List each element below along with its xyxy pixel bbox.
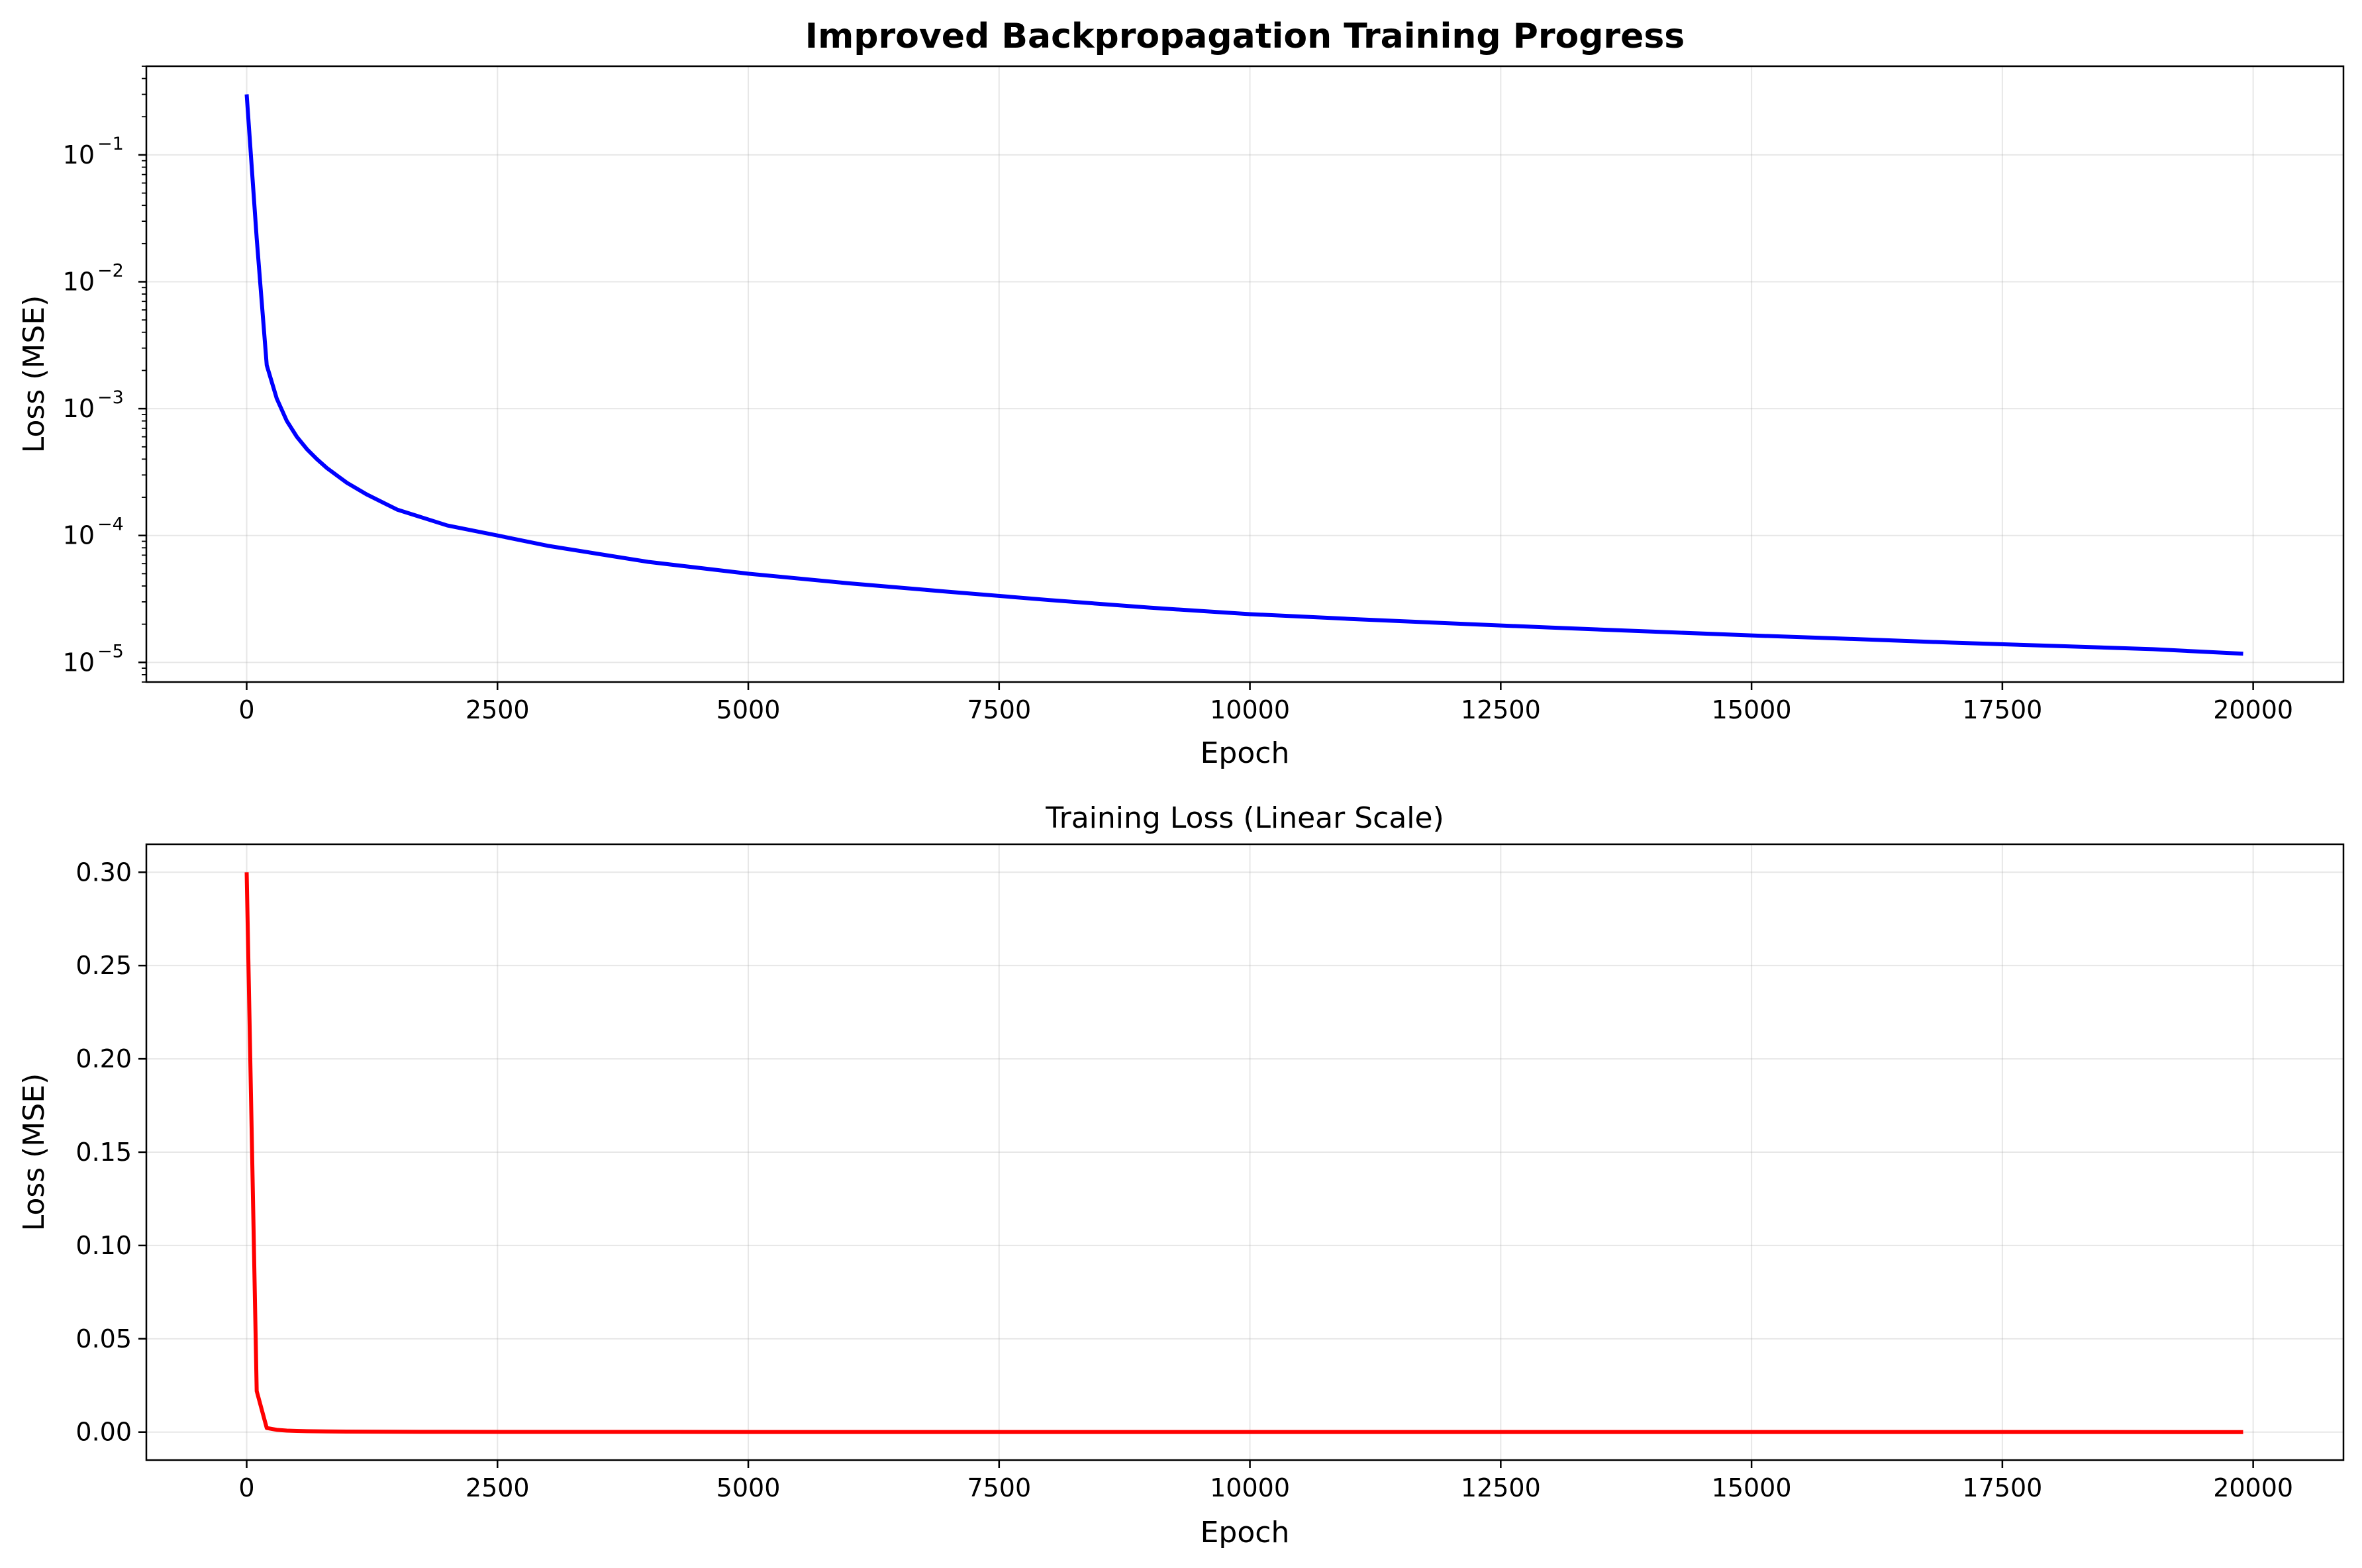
y-tick-label: 0.25 <box>75 951 132 980</box>
y-axis-ticks: 0.00 0.05 0.10 0.15 0.20 0.25 0.30 <box>75 858 146 1447</box>
y-axis-ticks: 10−510−410−310−210−1 <box>63 134 146 677</box>
y-tick-label: 0.00 <box>75 1418 132 1447</box>
y-tick-label: 0.10 <box>75 1231 132 1260</box>
x-tick-label: 0 <box>238 695 254 724</box>
log-loss-chart: 0 2500 5000 7500 10000 12500 15000 17500 20000 1… <box>17 17 2345 770</box>
y-tick-label: 0.15 <box>75 1138 132 1167</box>
y-axis-label: Loss (MSE) <box>17 295 51 454</box>
y-tick-base: 10 <box>63 521 95 550</box>
y-tick-base: 10 <box>63 268 95 297</box>
chart-title: Improved Backpropagation Training Progre… <box>805 17 1685 56</box>
series-group <box>244 94 2243 656</box>
y-tick-exponent: −1 <box>97 134 124 154</box>
x-tick-label: 20000 <box>2213 1473 2293 1502</box>
x-tick-label: 0 <box>238 1473 254 1502</box>
grid-lines <box>146 66 2343 682</box>
y-tick-label: 10 <box>63 648 95 677</box>
x-tick-label: 12500 <box>1461 695 1541 724</box>
x-tick-label: 12500 <box>1461 1473 1541 1502</box>
y-tick-label: 0.20 <box>75 1044 132 1073</box>
x-tick-label: 10000 <box>1210 695 1290 724</box>
x-tick-label: 17500 <box>1962 695 2042 724</box>
y-tick-label: 10 <box>63 521 95 550</box>
x-tick-label: 15000 <box>1712 695 1792 724</box>
y-tick-exponent: −2 <box>97 261 124 281</box>
x-axis-label: Epoch <box>1201 1516 1290 1549</box>
y-tick-exponent: −4 <box>97 514 124 535</box>
chart-title: Training Loss (Linear Scale) <box>1045 801 1444 835</box>
grid-lines <box>146 844 2343 1460</box>
x-tick-label: 5000 <box>716 1473 781 1502</box>
x-tick-label: 7500 <box>967 1473 1031 1502</box>
y-tick-label: 10 <box>63 268 95 297</box>
y-tick-base: 10 <box>63 394 95 423</box>
x-tick-label: 17500 <box>1962 1473 2042 1502</box>
y-tick-exponent: −3 <box>97 387 124 408</box>
x-tick-label: 5000 <box>716 695 781 724</box>
series-group <box>244 872 2243 1434</box>
y-tick-label: 0.30 <box>75 858 132 887</box>
y-tick-base: 10 <box>63 140 95 170</box>
x-tick-label: 10000 <box>1210 1473 1290 1502</box>
x-tick-label: 15000 <box>1712 1473 1792 1502</box>
plot-frame <box>145 65 2345 683</box>
x-tick-label: 7500 <box>967 695 1031 724</box>
y-tick-exponent: −5 <box>97 641 124 662</box>
x-axis-label: Epoch <box>1201 736 1290 770</box>
loss-series-line <box>244 94 2243 656</box>
linear-loss-chart: 0 2500 5000 7500 10000 12500 15000 17500 20000 0… <box>17 801 2345 1549</box>
x-tick-label: 20000 <box>2213 695 2293 724</box>
y-tick-label: 10 <box>63 140 95 170</box>
y-tick-base: 10 <box>63 648 95 677</box>
y-tick-label: 0.05 <box>75 1324 132 1353</box>
x-tick-label: 2500 <box>466 1473 530 1502</box>
y-axis-label: Loss (MSE) <box>17 1073 51 1232</box>
loss-series-line <box>244 872 2243 1434</box>
y-tick-label: 10 <box>63 394 95 423</box>
x-axis-ticks: 0 2500 5000 7500 10000 12500 15000 17500 20000 <box>238 682 2293 724</box>
x-axis-ticks: 0 2500 5000 7500 10000 12500 15000 17500 20000 <box>238 1460 2293 1502</box>
y-minor-ticks <box>142 66 146 683</box>
x-tick-label: 2500 <box>466 695 530 724</box>
